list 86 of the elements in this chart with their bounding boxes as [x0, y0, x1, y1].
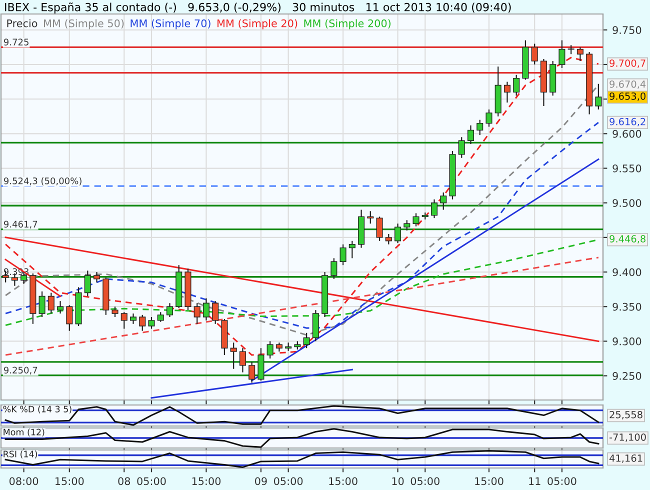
candlestick — [112, 306, 118, 318]
text: 41,161 — [609, 454, 642, 463]
candlestick — [430, 198, 438, 219]
x-tick-label: 05:00 — [548, 477, 576, 486]
ref-line-label: 9.250,7 — [4, 366, 38, 374]
text: MM (Simple 200) — [304, 19, 391, 30]
candlestick — [404, 220, 410, 232]
x-tick-label: 10 — [392, 477, 404, 486]
candlestick — [340, 244, 346, 266]
y-tick-label: 9.500 — [612, 199, 642, 207]
y-tick-label: 9.350 — [612, 302, 642, 311]
candlestick — [66, 304, 73, 332]
text: 9.653,0 — [610, 92, 646, 101]
candlestick — [248, 361, 256, 384]
ref-line-label: 9.461,7 — [4, 220, 38, 229]
text: 9.616,2 — [610, 118, 646, 126]
x-tick-label: 15:00 — [475, 477, 504, 486]
chart-title: RSI (14) — [4, 450, 38, 458]
y-tick-label: 9.750 — [612, 26, 642, 34]
candlestick — [230, 342, 237, 370]
candlestick — [440, 192, 447, 210]
candlestick — [412, 212, 420, 227]
candlestick — [504, 81, 510, 104]
candlestick — [202, 298, 210, 322]
candlestick — [157, 312, 164, 322]
x-tick-label: 05:00 — [274, 477, 303, 486]
candlestick — [385, 233, 392, 245]
candlestick — [458, 136, 465, 158]
text: MM (Simple 20) — [218, 19, 298, 30]
candlestick — [148, 316, 155, 330]
y-tick-label: 9.250 — [612, 372, 642, 380]
chart-title: Mom (12) — [4, 428, 44, 436]
candlestick — [57, 300, 64, 314]
line-series — [4, 122, 600, 329]
y-tick-label: 9.300 — [612, 337, 642, 346]
candlestick — [94, 271, 100, 283]
text: MM (Simple 70) — [130, 19, 210, 30]
candlestick — [266, 340, 274, 360]
y-tick-label: 9.400 — [612, 268, 642, 276]
x-tick-label: 09 — [255, 477, 267, 486]
candlestick — [48, 292, 54, 314]
candlestick — [348, 240, 356, 259]
candlestick — [84, 270, 91, 297]
y-tick-label: 9.550 — [612, 164, 642, 172]
candlestick — [130, 312, 137, 324]
x-tick-label: 08 — [118, 477, 130, 486]
candlestick — [376, 216, 383, 242]
text: MM (Simple 50) — [44, 19, 124, 30]
ref-line-label: 9.725 — [4, 38, 28, 46]
chart-title: %K %D (14 3 5) — [3, 406, 72, 414]
candlestick — [239, 348, 246, 373]
text: 25,558 — [610, 410, 642, 420]
x-tick-label: 15:00 — [329, 477, 358, 486]
candlestick — [558, 40, 566, 69]
candlestick — [476, 119, 484, 136]
candlestick — [38, 290, 46, 318]
line-series — [4, 56, 600, 356]
x-tick-label: 05:00 — [410, 477, 440, 486]
candlestick — [467, 124, 474, 145]
text: 9.670,4 — [610, 80, 646, 89]
candlestick — [303, 332, 310, 349]
x-tick-label: 15:00 — [192, 477, 221, 486]
x-tick-label: 11 — [529, 477, 540, 485]
text: Precio — [7, 19, 38, 28]
candlestick — [513, 74, 520, 96]
y-tick-label: 9.600 — [612, 130, 642, 138]
x-tick-label: 15:00 — [56, 477, 84, 486]
candlestick — [166, 302, 174, 318]
x-tick-label: 05:00 — [137, 477, 166, 486]
candlestick — [595, 83, 602, 110]
candlestick — [212, 300, 219, 324]
ref-line-label: 9.524,3 (50,00%) — [4, 177, 82, 186]
candlestick — [576, 46, 584, 62]
chart-title: IBEX - España 35 al contado (-) 9.653,0 (-0,29%) 30 minutos 11 oct 2013 10:40 (09:40) — [5, 2, 511, 14]
text: -71,100 — [609, 433, 646, 442]
candlestick — [330, 258, 338, 280]
text: 9.700,7 — [610, 59, 646, 68]
text: 9.446,8 — [610, 235, 646, 244]
candlestick — [394, 223, 402, 244]
candlestick — [367, 210, 374, 224]
candlestick — [120, 312, 128, 330]
x-tick-label: 08:00 — [9, 477, 38, 486]
candlestick — [194, 302, 200, 324]
candlestick — [139, 314, 146, 332]
candlestick — [486, 108, 492, 128]
candlestick — [531, 43, 538, 66]
